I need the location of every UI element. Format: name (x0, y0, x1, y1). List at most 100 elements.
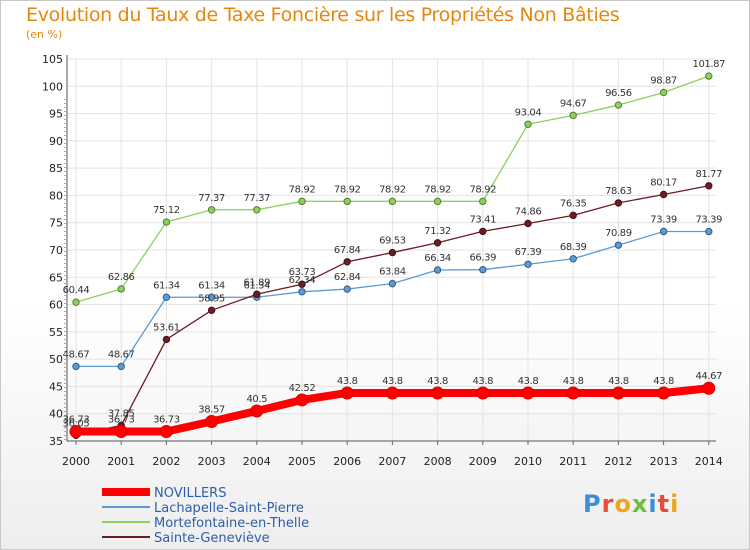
point-mortefontaine-en-thelle (614, 101, 623, 109)
point-novillers (250, 404, 264, 418)
y-tick-label: 75 (49, 217, 63, 230)
point-lachapelle-saint-pierre (569, 255, 577, 263)
point-novillers (69, 425, 83, 439)
point-lachapelle-saint-pierre (343, 285, 351, 293)
data-label-lachapelle-saint-pierre: 61.34 (198, 280, 225, 291)
x-tick-label: 2005 (288, 455, 316, 468)
point-novillers (159, 425, 173, 439)
data-label-sainte-genevi-ve: 81.77 (695, 169, 722, 180)
data-label-mortefontaine-en-thelle: 78.92 (334, 184, 361, 195)
y-tick-label: 95 (49, 108, 63, 121)
x-tick-label: 2013 (650, 455, 678, 468)
y-tick-label: 90 (49, 135, 63, 148)
data-label-sainte-genevi-ve: 36.05 (63, 418, 90, 429)
series-lines (69, 72, 716, 439)
data-label-lachapelle-saint-pierre: 63.84 (379, 267, 406, 278)
point-sainte-genevi-ve (162, 335, 171, 344)
data-label-mortefontaine-en-thelle: 93.04 (515, 107, 542, 118)
point-sainte-genevi-ve (388, 248, 397, 257)
legend: NOVILLERSLachapelle-Saint-PierreMortefon… (102, 486, 309, 546)
y-tick-label: 45 (49, 380, 63, 393)
data-label-lachapelle-saint-pierre: 67.39 (515, 247, 542, 258)
data-label-sainte-genevi-ve: 61.89 (243, 277, 270, 288)
data-label-sainte-genevi-ve: 37.85 (108, 408, 135, 419)
point-sainte-genevi-ve (253, 290, 261, 298)
point-mortefontaine-en-thelle (524, 120, 532, 128)
x-tick-label: 2014 (695, 455, 723, 468)
y-tick-label: 55 (49, 326, 63, 339)
data-label-sainte-genevi-ve: 53.61 (153, 322, 180, 333)
point-lachapelle-saint-pierre (524, 260, 532, 268)
x-tick-label: 2010 (514, 455, 542, 468)
data-label-sainte-genevi-ve: 74.86 (515, 206, 542, 217)
chart-title: Evolution du Taux de Taxe Foncière sur l… (26, 4, 620, 26)
data-label-mortefontaine-en-thelle: 101.87 (693, 59, 726, 70)
data-label-novillers: 43.8 (472, 376, 493, 387)
point-novillers (521, 386, 535, 400)
point-sainte-genevi-ve (343, 258, 351, 266)
legend-label: Mortefontaine-en-Thelle (154, 516, 309, 531)
data-label-mortefontaine-en-thelle: 77.37 (198, 193, 225, 204)
point-mortefontaine-en-thelle (72, 298, 80, 306)
x-tick-label: 2012 (604, 455, 632, 468)
data-label-novillers: 43.8 (337, 376, 358, 387)
axes (64, 55, 716, 445)
point-novillers (295, 393, 309, 407)
x-tick-label: 2003 (198, 455, 226, 468)
data-label-sainte-genevi-ve: 76.35 (560, 198, 587, 209)
y-tick-label: 85 (49, 162, 63, 175)
point-mortefontaine-en-thelle (569, 111, 577, 120)
point-lachapelle-saint-pierre (705, 227, 713, 236)
data-label-sainte-genevi-ve: 63.73 (289, 267, 316, 278)
point-sainte-genevi-ve (207, 306, 216, 315)
data-label-mortefontaine-en-thelle: 75.12 (153, 205, 180, 216)
x-tick-labels: 2000 2001 2002 2003 2004 2005 2006 2007 2008 2009… (62, 455, 723, 468)
data-label-novillers: 43.8 (563, 376, 584, 387)
x-tick-label: 2000 (62, 455, 90, 468)
point-mortefontaine-en-thelle (253, 206, 261, 214)
data-labels: 48.67 48.67 61.34 61.34 61.34 62.34 62.84 63.84… (63, 59, 726, 429)
point-mortefontaine-en-thelle (479, 197, 487, 206)
legend-label: NOVILLERS (154, 486, 226, 501)
y-tick-label: 50 (49, 353, 63, 366)
data-label-lachapelle-saint-pierre: 62.84 (334, 272, 361, 283)
data-label-lachapelle-saint-pierre: 62.34 (289, 275, 316, 286)
x-tick-label: 2011 (559, 455, 587, 468)
data-label-lachapelle-saint-pierre: 66.39 (469, 253, 496, 264)
data-label-sainte-genevi-ve: 67.84 (334, 245, 361, 256)
point-lachapelle-saint-pierre (659, 227, 668, 236)
point-novillers (702, 381, 716, 395)
point-lachapelle-saint-pierre (388, 279, 397, 288)
point-lachapelle-saint-pierre (614, 241, 623, 249)
point-mortefontaine-en-thelle (207, 206, 216, 214)
data-label-lachapelle-saint-pierre: 48.67 (63, 349, 90, 360)
legend-label: Lachapelle-Saint-Pierre (154, 501, 304, 516)
point-sainte-genevi-ve (298, 280, 306, 288)
point-lachapelle-saint-pierre (479, 266, 487, 274)
y-tick-label: 60 (49, 299, 63, 312)
data-label-mortefontaine-en-thelle: 62.86 (108, 272, 135, 283)
data-label-novillers: 44.67 (695, 371, 722, 382)
point-mortefontaine-en-thelle (117, 285, 125, 293)
point-novillers (114, 425, 128, 439)
y-tick-label: 65 (49, 271, 63, 284)
point-lachapelle-saint-pierre (72, 362, 80, 371)
point-mortefontaine-en-thelle (659, 88, 668, 97)
point-novillers (657, 386, 671, 400)
point-novillers (205, 415, 219, 429)
y-tick-label: 100 (42, 80, 63, 93)
x-tick-label: 2008 (424, 455, 452, 468)
point-novillers (611, 386, 625, 400)
point-mortefontaine-en-thelle (433, 197, 442, 206)
data-label-lachapelle-saint-pierre: 48.67 (108, 349, 135, 360)
point-novillers (385, 386, 399, 400)
data-label-mortefontaine-en-thelle: 96.56 (605, 88, 632, 99)
point-lachapelle-saint-pierre (433, 266, 442, 274)
data-label-lachapelle-saint-pierre: 73.39 (695, 215, 722, 226)
y-tick-label: 70 (49, 244, 63, 257)
data-label-mortefontaine-en-thelle: 78.92 (289, 184, 316, 195)
data-label-mortefontaine-en-thelle: 78.92 (469, 184, 496, 195)
data-label-sainte-genevi-ve: 69.53 (379, 236, 406, 247)
point-sainte-genevi-ve (569, 211, 577, 220)
